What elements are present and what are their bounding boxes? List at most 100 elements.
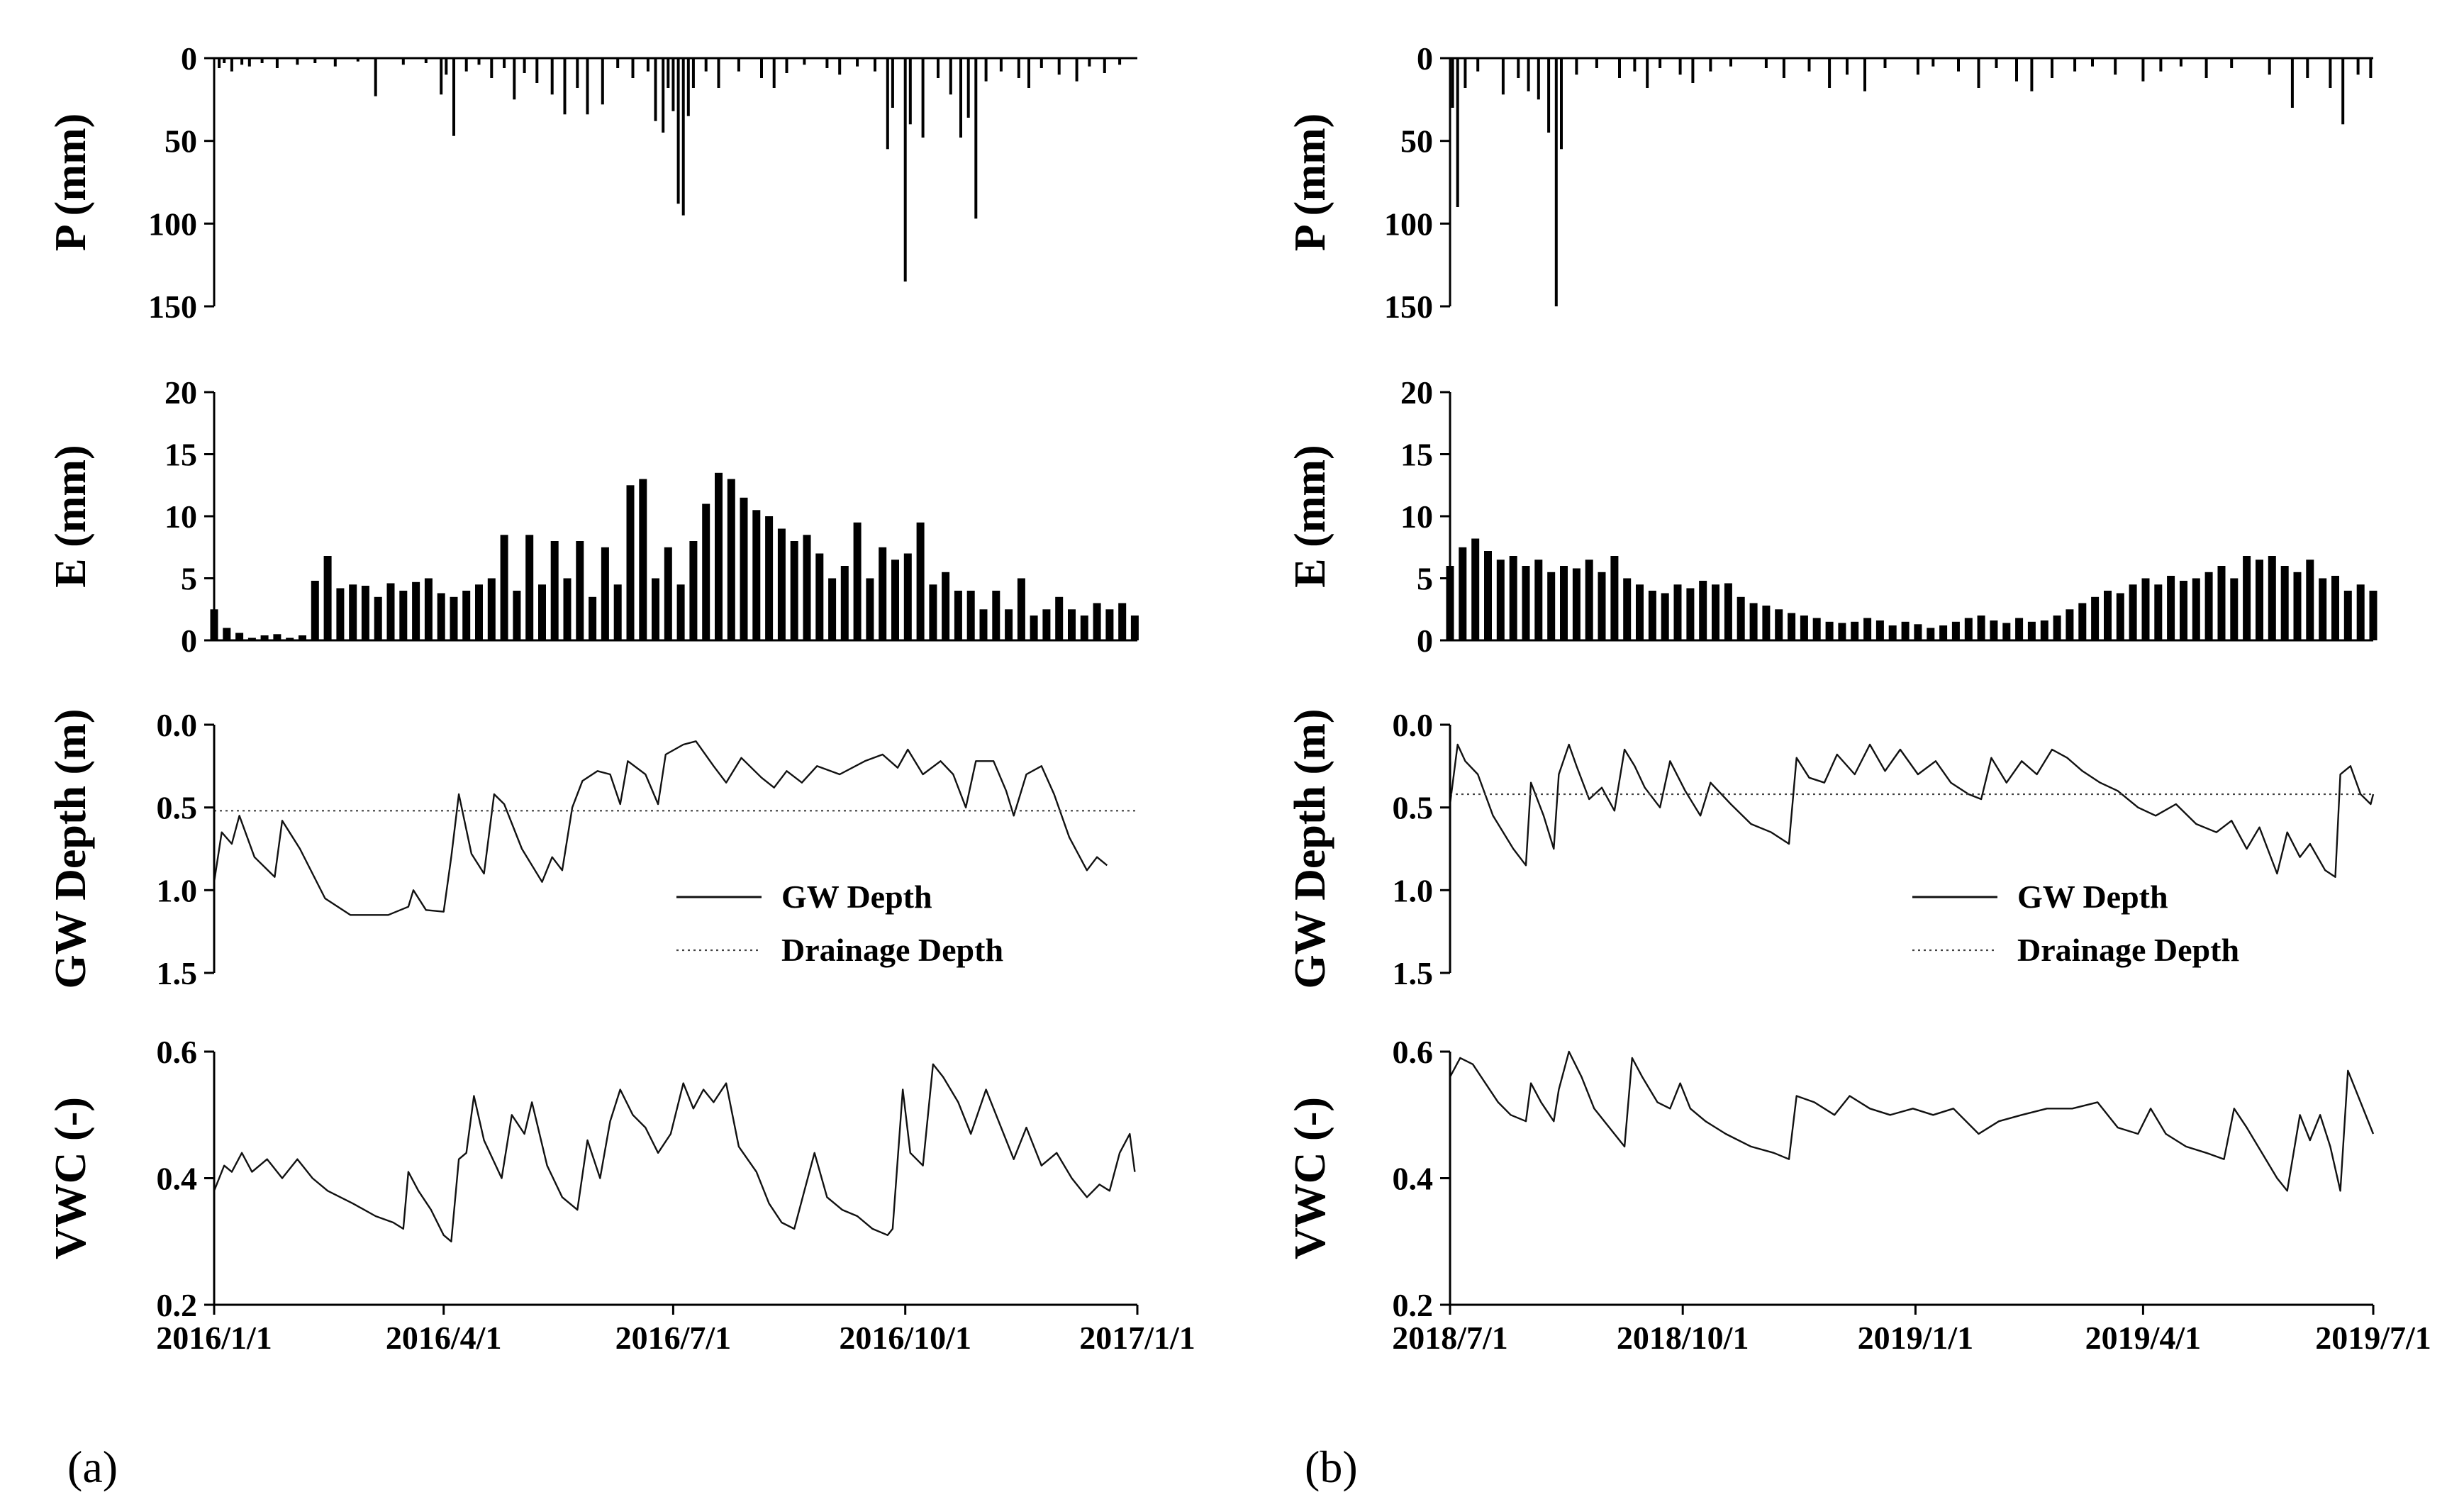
evaporation-b-bar	[1496, 559, 1505, 641]
evaporation-a-y-tick-label: 5	[181, 561, 197, 597]
evaporation-b-y-tick-label: 15	[1400, 437, 1433, 473]
precipitation-b-bar	[1691, 58, 1695, 83]
evaporation-a-bar	[1118, 603, 1127, 640]
precipitation-a-bar	[974, 58, 978, 219]
x-tick-label-a: 2016/7/1	[615, 1320, 732, 1356]
evaporation-b-bar	[1939, 625, 1948, 640]
evaporation-b-bar	[1800, 616, 1808, 640]
evaporation-b-y-label: E (mm)	[1286, 445, 1334, 587]
evaporation-a-bar	[702, 503, 710, 640]
precipitation-b-bar	[2015, 58, 2018, 82]
evaporation-a-subplot: 0 5 10 15 20 E (mm)	[47, 374, 1139, 659]
vwc-a-y-tick-label: 0.6	[157, 1034, 198, 1070]
precipitation-b-bar	[2341, 58, 2345, 125]
precipitation-a-bar	[477, 58, 481, 65]
evaporation-a-bar	[626, 485, 635, 641]
x-tick-label-b: 2019/1/1	[1858, 1320, 1974, 1356]
evaporation-b-bar	[1712, 584, 1719, 641]
precipitation-b-bar	[1646, 58, 1649, 88]
evaporation-b-bar	[2268, 556, 2276, 640]
evaporation-b-bar	[1838, 623, 1846, 640]
evaporation-a-bar	[525, 535, 534, 641]
panel-a: 0 50 100 150 P (mm) 0 5 10 15 20 E (mm) 0.0 0.5 1.0 1.…	[47, 40, 1195, 1356]
vwc-b-y-tick-label: 0.2	[1393, 1287, 1434, 1323]
legend-gw-depth-label-a: GW Depth	[781, 879, 932, 915]
evaporation-b-bar	[1951, 621, 1960, 641]
precipitation-b-bar	[2204, 58, 2208, 78]
evaporation-b-bar	[1484, 551, 1492, 640]
evaporation-b-bar	[2104, 591, 2112, 640]
precipitation-b-bar	[1995, 58, 1998, 68]
evaporation-b-bar	[1598, 572, 1606, 641]
precipitation-a-bar	[1039, 58, 1043, 68]
evaporation-b-bar	[1724, 583, 1732, 640]
evaporation-a-bar	[487, 578, 496, 640]
vwc-b-y-tick-label: 0.4	[1393, 1161, 1434, 1197]
evaporation-b-bar	[1585, 559, 1593, 641]
evaporation-a-bar	[891, 559, 899, 641]
evaporation-a-bar	[589, 596, 597, 641]
precipitation-a-bar	[563, 58, 567, 115]
evaporation-b-bar	[2243, 556, 2251, 640]
precipitation-a-bar	[717, 58, 720, 88]
x-tick-label-b: 2019/7/1	[2315, 1320, 2431, 1356]
gw-depth-b-y-label: GW Depth (m)	[1286, 709, 1334, 989]
vwc-a-subplot: 0.2 0.4 0.6 VWC (-) 2016/1/1 2016/4/1 2016/7/1…	[47, 1034, 1195, 1356]
evaporation-a-bar	[412, 581, 420, 641]
evaporation-a-bar	[450, 596, 458, 641]
vwc-a-y-label: VWC (-)	[47, 1097, 95, 1259]
precipitation-b-bar	[1547, 58, 1551, 133]
evaporation-b-bar	[2192, 578, 2200, 640]
gw-depth-b-y-tick-label: 0.5	[1393, 790, 1434, 826]
precipitation-b-y-tick-label: 0	[1417, 40, 1433, 77]
evaporation-a-bar	[752, 510, 761, 641]
precipitation-a-bar	[333, 58, 337, 67]
precipitation-b-bar	[2329, 58, 2332, 88]
precipitation-a-bar	[260, 58, 264, 63]
precipitation-b-bar	[1764, 58, 1768, 68]
precipitation-b-bar	[1828, 58, 1832, 88]
evaporation-b-bar	[2066, 609, 2074, 641]
evaporation-b-bar	[2230, 578, 2239, 640]
evaporation-b-bar	[1661, 593, 1669, 640]
evaporation-b-bar	[1875, 620, 1884, 640]
precipitation-a-bar	[825, 58, 829, 68]
evaporation-a-bar	[563, 578, 572, 640]
precipitation-a-bar	[760, 58, 763, 78]
precipitation-a-bar	[576, 58, 579, 88]
precipitation-a-bar	[737, 58, 740, 72]
evaporation-a-bar	[1105, 609, 1114, 641]
evaporation-b-bar	[1522, 566, 1530, 640]
evaporation-b-bar	[1901, 621, 1910, 641]
evaporation-a-bar	[992, 591, 1000, 640]
precipitation-a-bar	[1017, 58, 1020, 78]
vwc-a-y-tick-label: 0.4	[157, 1161, 198, 1197]
evaporation-a-bar	[639, 479, 647, 640]
vwc-b-y-tick-label: 0.6	[1393, 1034, 1434, 1070]
precipitation-a-bar	[631, 58, 635, 78]
precipitation-a-bar	[1057, 58, 1061, 75]
evaporation-a-bar	[765, 516, 774, 640]
evaporation-a-bar	[828, 578, 837, 640]
evaporation-b-bar	[1788, 613, 1796, 640]
precipitation-b-bar	[1633, 58, 1637, 72]
gw-depth-b-y-tick-label: 1.5	[1393, 955, 1434, 991]
panel-b: 0 50 100 150 P (mm) 0 5 10 15 20 E (mm) 0.0 0.5 1.0 1.…	[1286, 40, 2431, 1356]
evaporation-b-bar	[2217, 566, 2226, 640]
evaporation-b-bar	[1699, 581, 1707, 640]
precipitation-a-bar	[662, 58, 665, 133]
precipitation-a-bar	[803, 58, 806, 65]
precipitation-b-bar	[1957, 58, 1960, 72]
evaporation-b-bar	[1990, 620, 1998, 640]
vwc-b-line	[1449, 1050, 2375, 1192]
precipitation-a-bar	[601, 58, 604, 105]
precipitation-b-bar	[1729, 58, 1732, 67]
evaporation-b-bar	[2053, 616, 2061, 640]
evaporation-b-bar	[1471, 538, 1480, 640]
precipitation-b-y-label: P (mm)	[1286, 113, 1334, 252]
evaporation-a-bar	[235, 633, 244, 640]
precipitation-a-bar	[874, 58, 876, 72]
evaporation-b-bar	[2116, 593, 2124, 640]
evaporation-b-bar	[2078, 603, 2087, 640]
evaporation-a-bar	[336, 588, 345, 640]
